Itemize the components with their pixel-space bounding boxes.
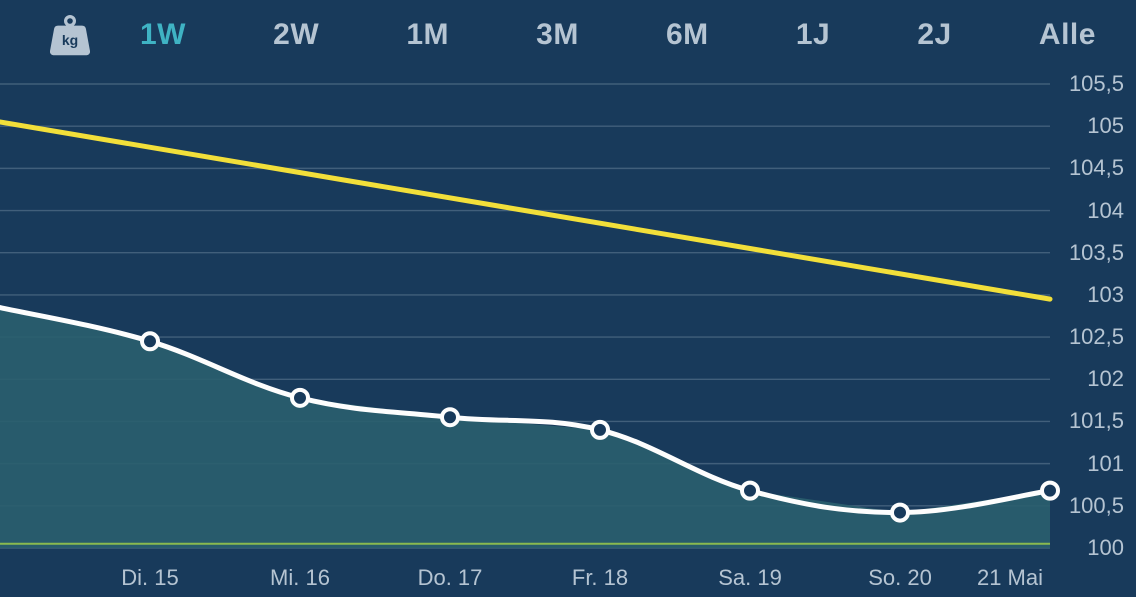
x-tick-label: So. 20 [868, 565, 932, 591]
y-tick-label: 101 [1087, 451, 1124, 477]
y-tick-label: 103 [1087, 282, 1124, 308]
y-tick-label: 104,5 [1069, 155, 1124, 181]
tab-2w[interactable]: 2W [273, 18, 319, 52]
x-tick-label: Fr. 18 [572, 565, 628, 591]
time-range-tabs: 1W 2W 1M 3M 6M 1J 2J Alle [140, 18, 1136, 52]
tab-2j[interactable]: 2J [917, 18, 951, 52]
y-tick-label: 102 [1087, 366, 1124, 392]
tab-3m[interactable]: 3M [536, 18, 579, 52]
chart-plot [0, 70, 1136, 597]
x-tick-label: Do. 17 [418, 565, 483, 591]
y-tick-label: 103,5 [1069, 240, 1124, 266]
tab-1w[interactable]: 1W [140, 18, 186, 52]
x-tick-label: Sa. 19 [718, 565, 782, 591]
y-tick-label: 100 [1087, 535, 1124, 561]
time-range-header: kg 1W 2W 1M 3M 6M 1J 2J Alle [0, 0, 1136, 70]
weight-chart: 105,5 105 104,5 104 103,5 103 102,5 102 101,5 101… [0, 70, 1136, 597]
y-tick-label: 104 [1087, 198, 1124, 224]
y-tick-label: 105,5 [1069, 71, 1124, 97]
x-tick-label: Mi. 16 [270, 565, 330, 591]
tab-1j[interactable]: 1J [796, 18, 830, 52]
x-tick-label: 21 Mai [977, 565, 1043, 591]
tab-alle[interactable]: Alle [1039, 18, 1096, 52]
x-tick-label: Di. 15 [121, 565, 178, 591]
y-tick-label: 105 [1087, 113, 1124, 139]
tab-1m[interactable]: 1M [406, 18, 449, 52]
kg-text: kg [62, 32, 78, 48]
y-tick-label: 101,5 [1069, 408, 1124, 434]
weight-unit-icon: kg [0, 13, 140, 57]
y-tick-label: 100,5 [1069, 493, 1124, 519]
y-tick-label: 102,5 [1069, 324, 1124, 350]
tab-6m[interactable]: 6M [666, 18, 709, 52]
